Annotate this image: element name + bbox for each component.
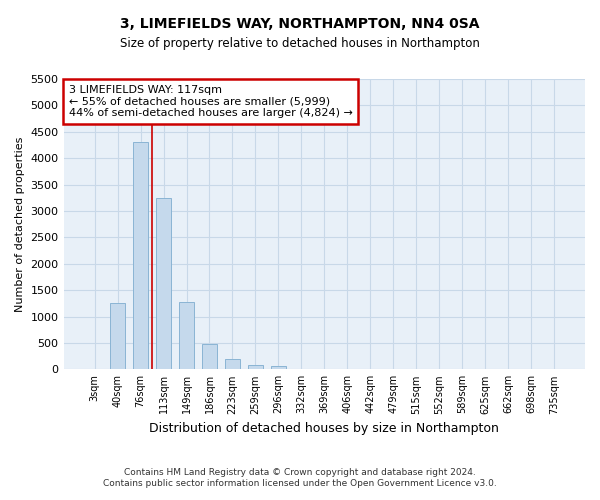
Text: Size of property relative to detached houses in Northampton: Size of property relative to detached ho… (120, 38, 480, 51)
Bar (248, 364, 263, 370)
Bar (133, 142, 148, 370)
Bar (271, 366, 286, 370)
X-axis label: Distribution of detached houses by size in Northampton: Distribution of detached houses by size … (149, 422, 499, 435)
Text: 3 LIMEFIELDS WAY: 117sqm
← 55% of detached houses are smaller (5,999)
44% of sem: 3 LIMEFIELDS WAY: 117sqm ← 55% of detach… (69, 85, 353, 118)
Bar (110, 304, 125, 370)
Text: 3, LIMEFIELDS WAY, NORTHAMPTON, NN4 0SA: 3, LIMEFIELDS WAY, NORTHAMPTON, NN4 0SA (120, 18, 480, 32)
Text: Contains HM Land Registry data © Crown copyright and database right 2024.
Contai: Contains HM Land Registry data © Crown c… (103, 468, 497, 487)
Bar (225, 358, 240, 370)
Bar (179, 302, 194, 370)
Bar (156, 198, 171, 370)
Bar (202, 344, 217, 370)
Y-axis label: Number of detached properties: Number of detached properties (15, 136, 25, 312)
